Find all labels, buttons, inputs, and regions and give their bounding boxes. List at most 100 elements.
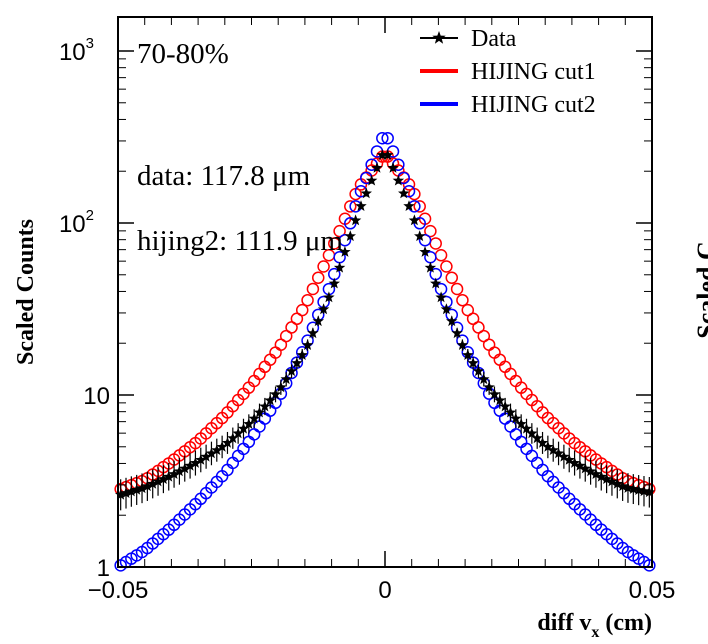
data-point <box>285 365 298 377</box>
series-data <box>115 149 655 511</box>
data-point <box>173 465 186 477</box>
legend-label: Data <box>471 26 517 52</box>
data-point <box>344 230 356 242</box>
data-point <box>365 174 378 186</box>
data-point <box>600 473 613 484</box>
data-point <box>269 346 282 359</box>
x-axis-title-sub: x <box>591 624 599 641</box>
data-point <box>189 457 202 468</box>
data-point <box>504 406 517 418</box>
data-point <box>200 450 212 462</box>
data-point <box>253 420 266 433</box>
series-layer <box>114 131 656 572</box>
legend-star-icon <box>432 31 446 44</box>
data-point <box>552 447 565 459</box>
data-point <box>306 282 320 296</box>
data-point <box>264 394 276 406</box>
y-tick-label: 1 <box>97 555 110 582</box>
data-point <box>243 418 255 429</box>
data-point <box>338 234 352 247</box>
data-point <box>547 444 559 455</box>
data-point <box>467 357 479 368</box>
data-point <box>590 468 602 479</box>
data-point <box>488 346 501 359</box>
data-point <box>510 412 522 424</box>
data-point <box>147 477 159 489</box>
y-tick-label-exponent: 2 <box>86 207 94 224</box>
data-point <box>450 282 464 296</box>
data-point <box>211 444 223 455</box>
data-point <box>504 420 517 433</box>
data-point <box>258 360 272 374</box>
data-point <box>253 406 266 418</box>
data-point <box>398 187 410 199</box>
data-point <box>301 339 314 350</box>
x-tick-label: 0.05 <box>629 577 676 604</box>
data-point <box>355 200 367 211</box>
data-point <box>498 360 512 374</box>
legend: Data HIJING cut1 HIJING cut2 <box>420 26 596 118</box>
data-point <box>360 187 372 199</box>
data-point <box>493 353 507 366</box>
data-point <box>483 381 495 393</box>
data-point <box>440 303 453 315</box>
data-point <box>499 400 511 412</box>
data-point <box>531 432 543 444</box>
data-point <box>237 422 250 434</box>
data-point <box>542 440 554 452</box>
data-point <box>568 457 581 468</box>
data-point <box>424 261 437 273</box>
data-point <box>574 459 586 471</box>
data-point <box>168 468 180 479</box>
data-point <box>451 327 463 339</box>
data-point <box>307 327 319 339</box>
data-point <box>445 271 458 284</box>
data-point <box>509 428 523 441</box>
y-tick-label-base: 10 <box>59 211 86 238</box>
data-point <box>494 394 506 406</box>
y-axis-title: Scaled Counts <box>13 219 39 365</box>
data-point <box>579 462 591 474</box>
data-point <box>232 427 244 439</box>
x-axis-title-unit: (cm) <box>599 610 652 636</box>
y-tick-label-base: 10 <box>59 39 86 66</box>
data-point <box>434 249 448 262</box>
neighbor-panel-cutoff-label: Scaled C <box>692 241 708 339</box>
x-tick-label: 0 <box>378 577 391 604</box>
data-point <box>563 454 575 465</box>
data-point <box>125 485 138 497</box>
data-point <box>333 261 346 273</box>
data-point <box>418 234 432 247</box>
y-tick-label-exponent: 3 <box>86 35 94 52</box>
centrality-label: 70-80% <box>137 38 229 70</box>
legend-entry: Data <box>420 26 517 52</box>
data-point <box>419 246 431 257</box>
data-point <box>248 412 260 424</box>
data-point <box>440 260 453 273</box>
data-point <box>392 174 405 186</box>
data-point <box>163 470 175 482</box>
data-point <box>280 373 292 385</box>
data-point <box>376 149 388 160</box>
hijing-resolution-label: hijing2: 111.9 μm <box>137 225 343 257</box>
legend-entry: HIJING cut1 <box>420 59 596 85</box>
data-point <box>403 200 415 211</box>
data-point <box>446 315 458 327</box>
x-axis-title: diff vx (cm) <box>537 610 652 641</box>
x-tick-label: −0.05 <box>88 577 149 604</box>
data-point <box>247 428 261 441</box>
ticks-layer <box>117 17 653 568</box>
data-point <box>413 200 426 213</box>
data-point <box>408 214 421 226</box>
data-point <box>317 260 330 273</box>
data-point <box>216 440 228 452</box>
data-point <box>478 373 490 385</box>
data-point <box>515 418 527 429</box>
data-point <box>184 459 196 471</box>
data-point <box>301 293 314 307</box>
data-point <box>205 447 218 459</box>
data-point <box>643 486 655 498</box>
data-point <box>595 470 607 482</box>
